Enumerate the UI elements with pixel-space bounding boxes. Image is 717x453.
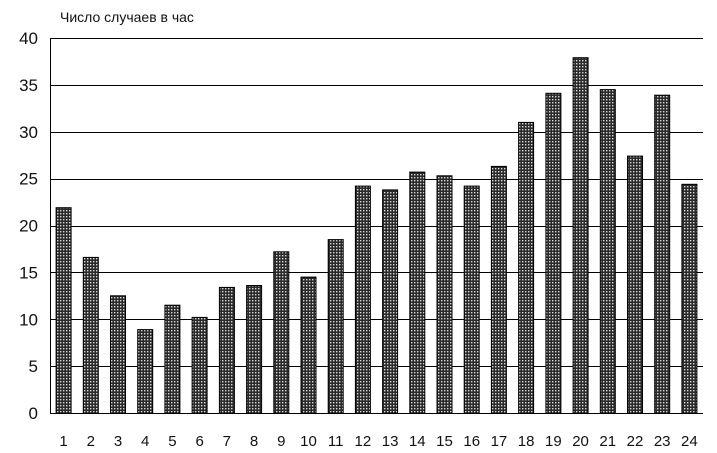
bar-3 xyxy=(110,295,126,414)
y-tick-label: 10 xyxy=(19,310,38,329)
x-tick-label: 20 xyxy=(572,433,589,450)
x-tick-label: 21 xyxy=(599,433,616,450)
x-tick-label: 4 xyxy=(141,433,149,450)
x-tick-label: 6 xyxy=(195,433,203,450)
y-tick-label: 30 xyxy=(19,123,38,142)
bar-4 xyxy=(137,329,154,414)
axes xyxy=(50,38,703,414)
bars xyxy=(55,57,698,414)
bar-14 xyxy=(409,171,426,414)
x-tick-label: 2 xyxy=(87,433,95,450)
bar-23 xyxy=(654,94,671,414)
y-tick-label: 35 xyxy=(19,76,38,95)
bar-8 xyxy=(246,285,263,414)
gridlines xyxy=(50,38,703,367)
x-tick-label: 24 xyxy=(681,433,698,450)
x-tick-label: 11 xyxy=(328,433,344,450)
x-tick-label: 14 xyxy=(409,433,426,450)
x-tick-label: 13 xyxy=(382,433,399,450)
y-tick-label: 5 xyxy=(29,357,38,376)
x-tick-label: 10 xyxy=(300,433,317,450)
bar-5 xyxy=(164,304,181,414)
x-tick-labels: 1 2 3 4 5 6 7 8 9 10 11 12 13 14 15 16 17 18 19 20 21 22 23 24 xyxy=(59,433,697,450)
y-tick-label: 20 xyxy=(19,217,38,236)
bar-12 xyxy=(354,185,371,414)
bar-17 xyxy=(490,165,507,414)
x-tick-label: 18 xyxy=(518,433,535,450)
y-tick-labels: 0 5 10 15 20 25 30 35 40 xyxy=(19,29,38,423)
x-tick-label: 15 xyxy=(436,433,453,450)
x-tick-label: 3 xyxy=(114,433,122,450)
bar-6 xyxy=(191,316,208,414)
bar-9 xyxy=(273,251,290,414)
x-tick-label: 8 xyxy=(250,433,258,450)
x-tick-label: 23 xyxy=(654,433,671,450)
bar-24 xyxy=(681,183,698,414)
y-tick-label: 0 xyxy=(29,404,38,423)
bar-15 xyxy=(436,175,453,414)
bar-20 xyxy=(572,57,589,414)
bar-10 xyxy=(300,276,317,414)
bar-1 xyxy=(55,207,72,414)
x-tick-label: 7 xyxy=(223,433,231,450)
x-tick-label: 22 xyxy=(627,433,644,450)
x-tick-label: 12 xyxy=(355,433,372,450)
x-tick-label: 5 xyxy=(168,433,176,450)
y-tick-label: 25 xyxy=(19,170,38,189)
bar-22 xyxy=(627,155,643,414)
bar-7 xyxy=(218,286,235,414)
bar-11 xyxy=(327,239,344,414)
bar-19 xyxy=(545,92,562,414)
bar-2 xyxy=(82,256,99,414)
x-tick-label: 9 xyxy=(277,433,285,450)
x-tick-label: 19 xyxy=(545,433,562,450)
x-tick-label: 17 xyxy=(491,433,508,450)
x-tick-label: 1 xyxy=(59,433,67,450)
bar-16 xyxy=(463,185,480,414)
bar-13 xyxy=(382,189,399,414)
y-axis-label: Число случаев в час xyxy=(60,9,194,25)
bar-21 xyxy=(599,89,616,414)
bar-18 xyxy=(518,121,535,414)
y-tick-label: 15 xyxy=(19,263,38,282)
x-tick-label: 16 xyxy=(463,433,480,450)
y-tick-label: 40 xyxy=(19,29,38,48)
